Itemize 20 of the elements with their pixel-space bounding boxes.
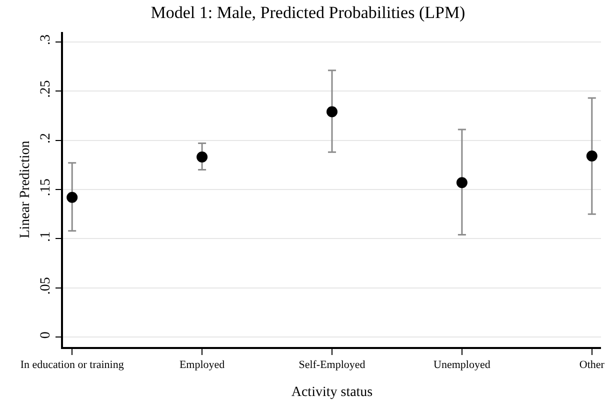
point bbox=[456, 177, 468, 188]
point bbox=[196, 152, 208, 163]
y-tick-label: .05 bbox=[38, 277, 54, 295]
x-axis-title: Activity status bbox=[291, 384, 373, 400]
x-tick-label: Employed bbox=[179, 358, 226, 371]
point bbox=[586, 150, 598, 162]
point bbox=[66, 192, 78, 203]
x-tick-label: In education or training bbox=[20, 358, 124, 371]
point bbox=[326, 106, 338, 118]
y-tick-label: .25 bbox=[38, 80, 54, 98]
y-axis-title: Linear Prediction bbox=[18, 140, 33, 238]
y-tick-label: 0 bbox=[38, 332, 54, 339]
chart-title: Model 1: Male, Predicted Probabilities (LPM) bbox=[150, 3, 466, 22]
x-tick-label: Unemployed bbox=[434, 358, 491, 371]
x-tick-label: Self-Employed bbox=[298, 358, 366, 371]
y-tick-label: .2 bbox=[38, 132, 54, 144]
y-tick-label: .1 bbox=[38, 231, 54, 242]
x-tick-label: Other bbox=[579, 358, 605, 371]
y-tick-label: .3 bbox=[38, 34, 54, 45]
y-tick-label: .15 bbox=[38, 178, 54, 196]
